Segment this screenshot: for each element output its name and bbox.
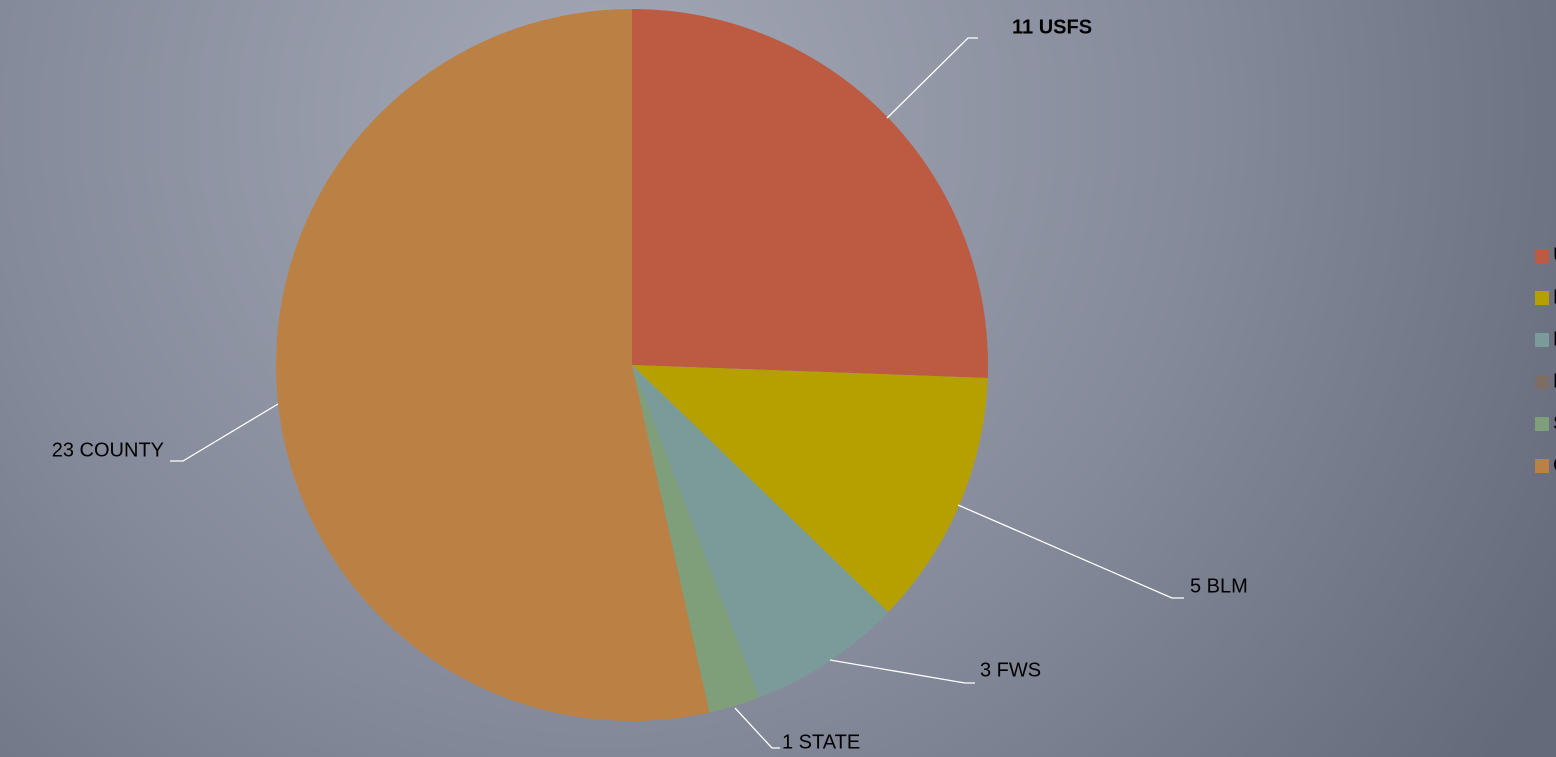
- legend-label: State: [1553, 412, 1556, 434]
- legend-swatch: [1535, 375, 1549, 389]
- leader-line: [170, 403, 279, 462]
- legend-swatch: [1535, 249, 1549, 263]
- pie-slice: [276, 9, 710, 722]
- data-label: 3 FWS: [980, 659, 1041, 681]
- legend-label: CNTY: [1553, 454, 1556, 476]
- legend-label: DDQ: [1553, 370, 1556, 392]
- leader-line: [886, 37, 978, 119]
- legend-swatch: [1535, 333, 1549, 347]
- leader-line: [829, 659, 975, 684]
- legend-swatch: [1535, 459, 1549, 473]
- data-label: 23 COUNTY: [52, 439, 164, 461]
- legend-swatch: [1535, 417, 1549, 431]
- pie-slice: [632, 365, 988, 613]
- pie-slice: [632, 9, 988, 379]
- data-label: 1 STATE: [782, 731, 860, 753]
- legend-swatch: [1535, 291, 1549, 305]
- data-label: 11 USFS: [1012, 16, 1092, 38]
- leader-line: [957, 504, 1184, 599]
- pie-slice: [632, 365, 760, 713]
- leader-line: [734, 707, 780, 749]
- legend-label: BLM: [1553, 286, 1556, 308]
- data-label: 5 BLM: [1190, 575, 1248, 597]
- legend-label: USFS: [1553, 244, 1556, 266]
- pie-slice: [632, 365, 889, 698]
- legend-label: FWS: [1553, 328, 1556, 350]
